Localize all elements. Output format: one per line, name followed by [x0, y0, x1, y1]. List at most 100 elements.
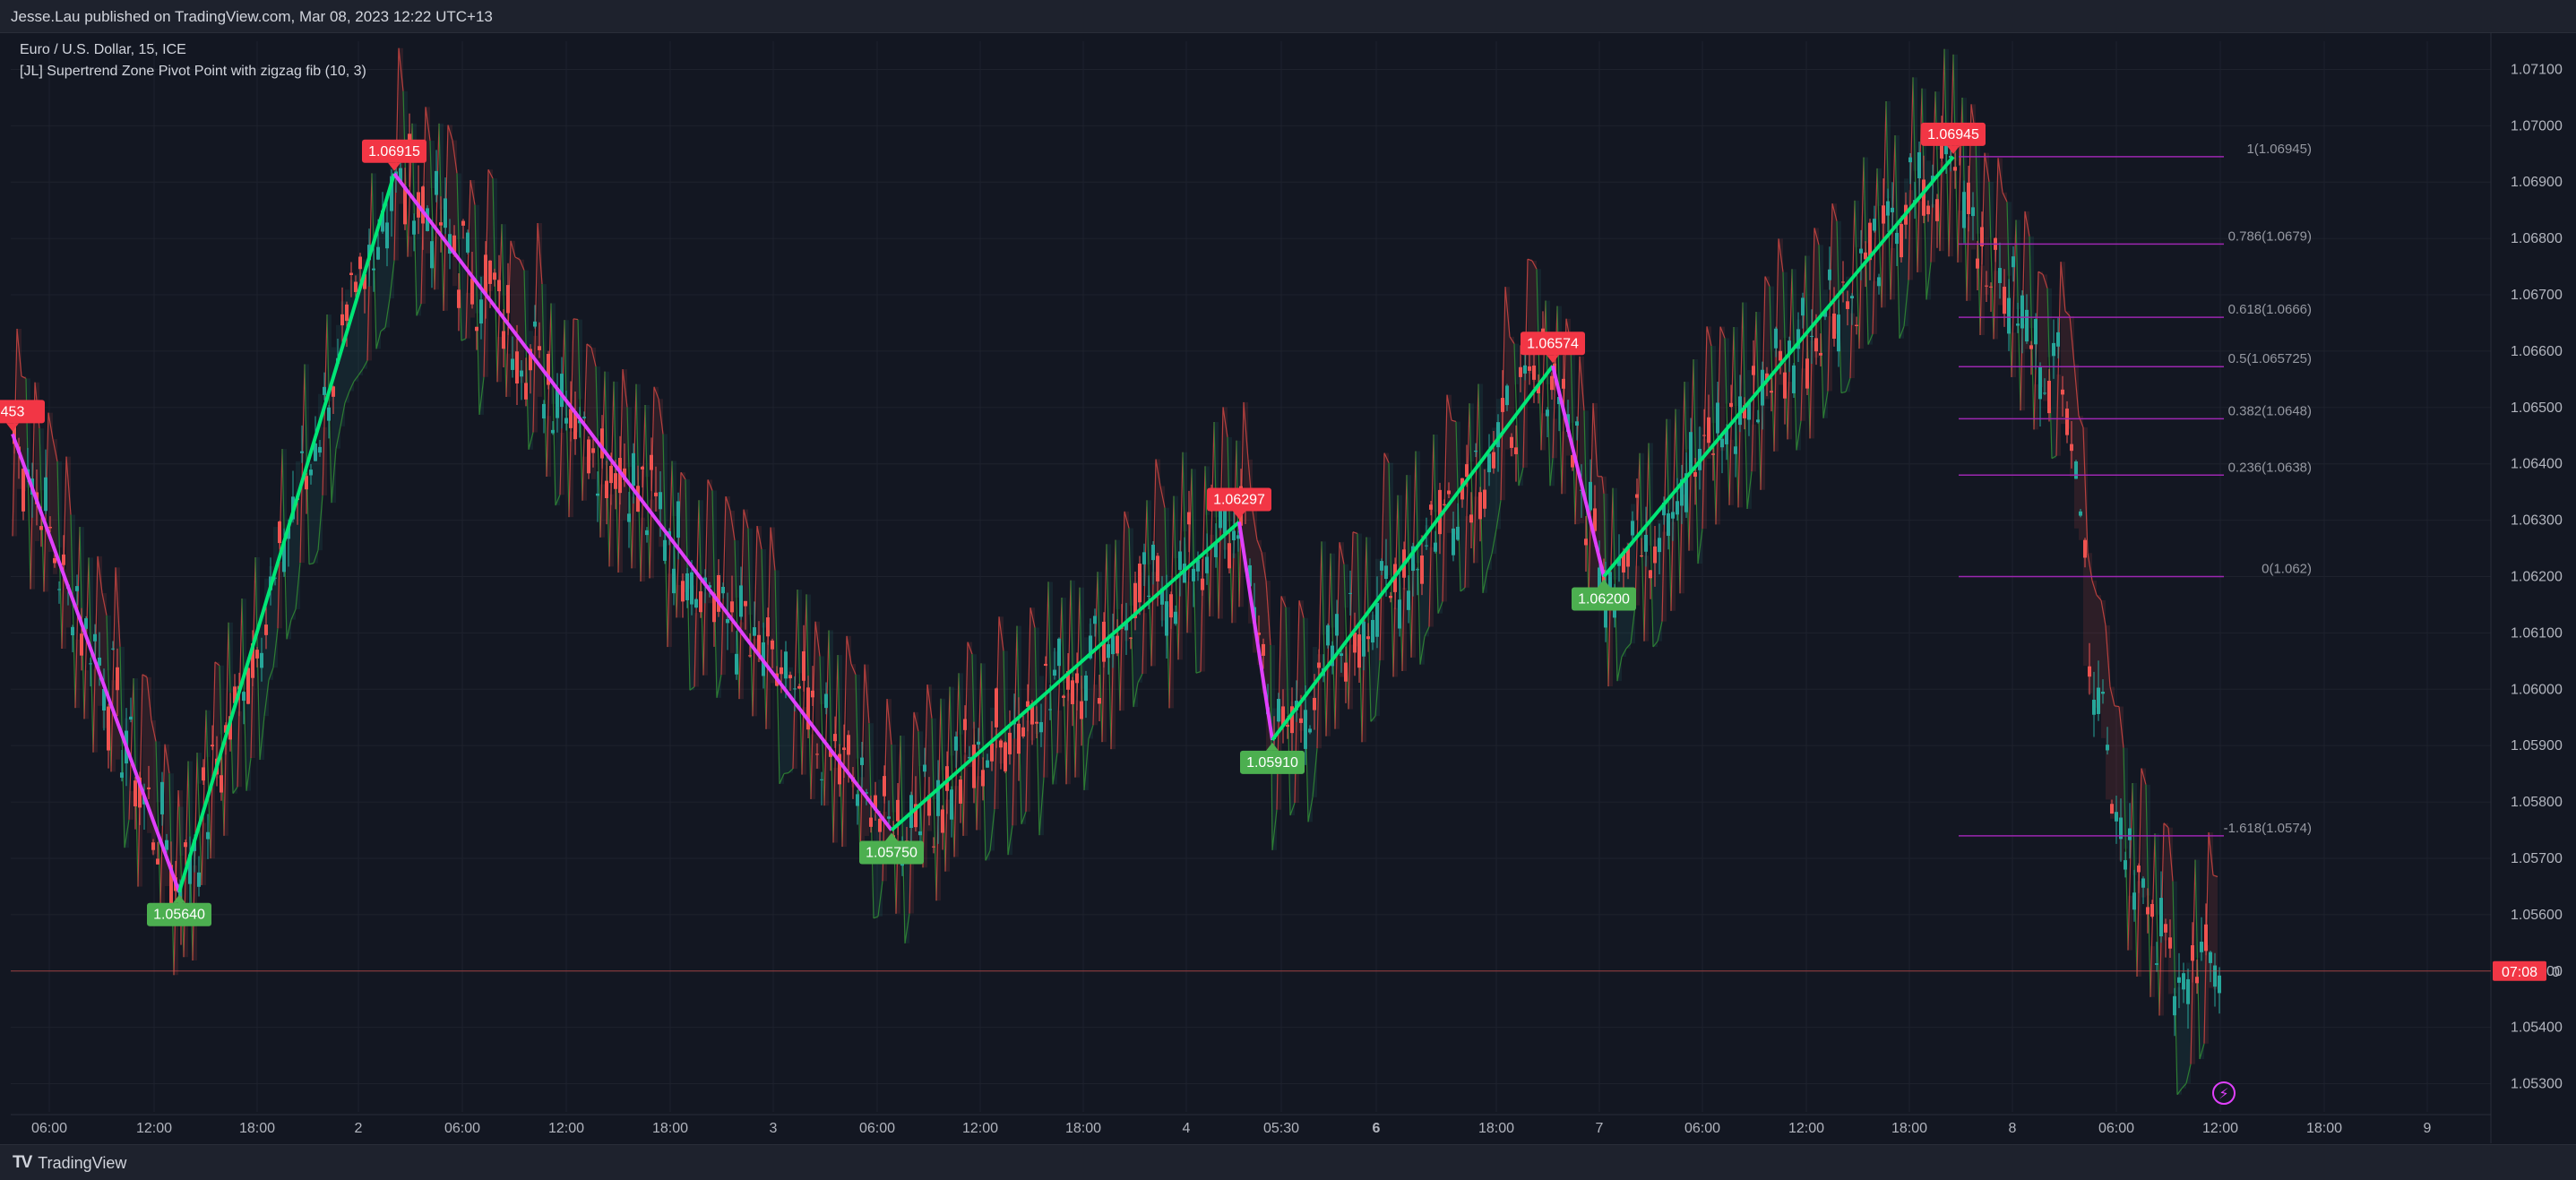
candle-body: [1729, 403, 1733, 407]
candle-body: [672, 569, 676, 593]
candle-body: [511, 358, 514, 369]
x-tick-label: 12:00: [548, 1121, 584, 1136]
zigzag-up-line: [179, 174, 394, 892]
candle-body: [376, 247, 380, 260]
publisher-text: Jesse.Lau published on TradingView.com, …: [11, 8, 493, 26]
candle-body: [1501, 398, 1504, 412]
candle-body: [605, 481, 608, 498]
candle-body: [811, 691, 814, 697]
candle-body: [1926, 206, 1930, 215]
candle-body: [1174, 612, 1177, 624]
candle-body: [1429, 504, 1433, 510]
candle-body: [1151, 545, 1155, 560]
candle-body: [1071, 680, 1074, 704]
price-chart[interactable]: 1.071001.070001.069001.068001.067001.066…: [0, 32, 2576, 1143]
candle-body: [1107, 644, 1110, 658]
candle-body: [1469, 514, 1473, 522]
candle-body: [977, 742, 980, 745]
candle-body: [206, 832, 210, 840]
x-tick-label: 18:00: [1891, 1121, 1927, 1136]
fib-level-label: 0.618(1.0666): [2228, 302, 2312, 317]
candle-body: [1689, 432, 1693, 471]
candle-body: [1304, 710, 1307, 749]
candle-body: [954, 736, 958, 751]
candle-body: [609, 466, 613, 483]
candle-body: [1169, 594, 1173, 617]
candle-body: [2106, 745, 2109, 750]
candle-body: [923, 765, 926, 772]
indicator-label[interactable]: [JL] Supertrend Zone Pivot Point with zi…: [20, 61, 366, 82]
candle-body: [1649, 570, 1652, 578]
x-tick-label: 4: [1183, 1121, 1191, 1136]
candle-body: [883, 776, 886, 797]
candle-body: [2012, 256, 2015, 267]
candle-body: [869, 818, 873, 827]
candle-body: [2195, 977, 2199, 983]
candle-body: [475, 327, 478, 332]
candle-body: [151, 842, 155, 850]
zigzag-up-line: [892, 521, 1239, 830]
candle-body: [1142, 552, 1146, 564]
candle-body: [493, 272, 496, 280]
candle-body: [2047, 381, 2051, 413]
candle-body: [1895, 233, 1899, 244]
candle-body: [918, 831, 922, 835]
symbol-label[interactable]: Euro / U.S. Dollar, 15, ICE: [20, 39, 366, 61]
candle-body: [1810, 336, 1814, 337]
fib-level-label: 0.786(1.0679): [2228, 228, 2312, 244]
x-tick-label: 06:00: [444, 1121, 480, 1136]
candle-body: [1098, 698, 1101, 703]
candle-body: [2025, 310, 2029, 341]
candle-body: [129, 717, 133, 719]
candle-body: [820, 779, 823, 780]
candle-body: [1774, 329, 1778, 349]
candle-body: [1584, 538, 1588, 545]
tradingview-logo[interactable]: TV TradingView: [13, 1153, 126, 1173]
lightning-glyph: ⚡: [2218, 1085, 2228, 1102]
candle-body: [2070, 444, 2073, 452]
candle-body: [1111, 636, 1115, 654]
candle-body: [1886, 202, 1890, 216]
candle-body: [1734, 446, 1737, 453]
candle-body: [1474, 451, 1478, 452]
candle-body: [1953, 167, 1957, 170]
y-tick-label: 1.05600: [2511, 908, 2563, 923]
pivot-low-label: 1.06200: [1578, 592, 1630, 607]
candle-body: [1985, 286, 1988, 287]
fib-level-label: -1.618(1.0574): [2224, 821, 2312, 836]
y-tick-label: 1.06900: [2511, 175, 2563, 190]
candle-body: [1116, 636, 1119, 654]
x-tick-label: 2: [355, 1121, 363, 1136]
candle-body: [1514, 447, 1518, 454]
candle-body: [1487, 453, 1491, 472]
x-tick-label: 06:00: [31, 1121, 67, 1136]
fib-level-label: 0.5(1.065725): [2228, 351, 2312, 366]
candle-body: [842, 747, 846, 750]
candle-body: [1277, 699, 1280, 721]
x-tick-label: 06:00: [859, 1121, 895, 1136]
candle-body: [663, 540, 667, 561]
candle-body: [999, 740, 1003, 747]
footer-bar: TV TradingView: [0, 1144, 2576, 1180]
candle-body: [2146, 907, 2150, 914]
candle-body: [242, 692, 246, 701]
candle-body: [1702, 435, 1706, 436]
y-tick-label: 1.06700: [2511, 288, 2563, 303]
candle-body: [439, 222, 443, 225]
candle-body: [1752, 366, 1755, 375]
candle-body: [345, 305, 349, 321]
y-tick-label: 1.06000: [2511, 682, 2563, 697]
candle-body: [2128, 828, 2132, 840]
fib-level-label: 1(1.06945): [2246, 142, 2312, 157]
candle-body: [1859, 249, 1863, 254]
candle-body: [1779, 351, 1782, 361]
candle-body: [318, 447, 322, 452]
candle-body: [1048, 710, 1052, 711]
candle-body: [107, 707, 110, 751]
candle-body: [1335, 614, 1339, 635]
pivot-pointer: [6, 423, 19, 431]
candle-body: [1505, 385, 1509, 405]
x-tick-label: 7: [1596, 1121, 1604, 1136]
candle-body: [824, 693, 828, 708]
